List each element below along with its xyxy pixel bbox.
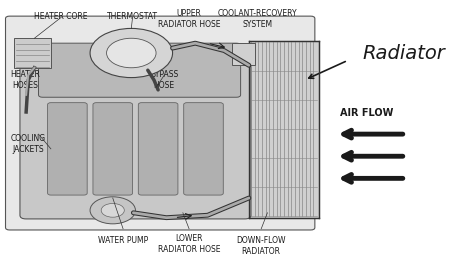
- Text: WATER PUMP: WATER PUMP: [98, 236, 148, 245]
- FancyBboxPatch shape: [93, 103, 133, 195]
- Bar: [249, 41, 319, 218]
- Text: UPPER
RADIATOR HOSE: UPPER RADIATOR HOSE: [158, 9, 220, 29]
- Text: DOWN-FLOW
RADIATOR: DOWN-FLOW RADIATOR: [237, 236, 286, 256]
- FancyBboxPatch shape: [138, 103, 178, 195]
- Bar: [232, 43, 255, 65]
- Text: COOLANT-RECOVERY
SYSTEM: COOLANT-RECOVERY SYSTEM: [217, 9, 297, 29]
- Circle shape: [101, 203, 124, 217]
- Circle shape: [90, 197, 135, 224]
- Circle shape: [90, 28, 173, 78]
- Text: HEATER CORE: HEATER CORE: [35, 12, 88, 21]
- Text: THERMOSTAT: THERMOSTAT: [107, 12, 158, 21]
- Text: Radiator: Radiator: [362, 44, 445, 62]
- FancyBboxPatch shape: [48, 103, 87, 195]
- Text: AIR FLOW: AIR FLOW: [340, 108, 393, 118]
- Bar: [14, 38, 51, 68]
- Text: BYPASS
HOSE: BYPASS HOSE: [150, 70, 178, 90]
- FancyBboxPatch shape: [184, 103, 223, 195]
- Circle shape: [107, 38, 156, 68]
- FancyBboxPatch shape: [5, 16, 315, 230]
- Text: LOWER
RADIATOR HOSE: LOWER RADIATOR HOSE: [158, 234, 220, 254]
- FancyBboxPatch shape: [39, 43, 241, 97]
- Text: COOLING
JACKETS: COOLING JACKETS: [10, 134, 45, 154]
- FancyBboxPatch shape: [20, 64, 251, 219]
- Text: HEATER
HOSES: HEATER HOSES: [10, 70, 40, 90]
